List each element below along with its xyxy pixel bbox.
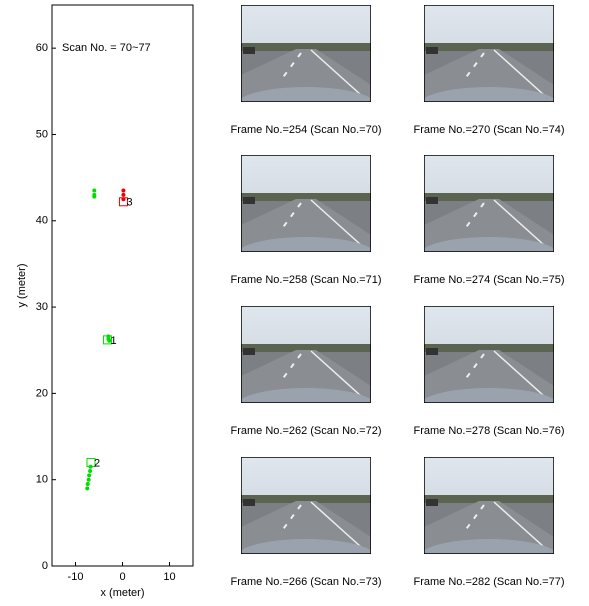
y-tick-label: 30 bbox=[36, 301, 48, 313]
y-tick-label: 0 bbox=[42, 560, 48, 572]
y-tick-label: 20 bbox=[36, 387, 48, 399]
point bbox=[121, 192, 126, 197]
frame-caption: Frame No.=266 (Scan No.=73) bbox=[230, 576, 381, 588]
frame-images: Frame No.=254 (Scan No.=70) Frame No.=258… bbox=[230, 5, 565, 588]
track-label: 2 bbox=[94, 457, 100, 469]
frame-caption: Frame No.=262 (Scan No.=72) bbox=[230, 425, 381, 437]
point bbox=[85, 482, 90, 487]
point bbox=[92, 194, 97, 199]
y-tick-label: 10 bbox=[36, 474, 48, 486]
x-tick-label: -10 bbox=[68, 571, 84, 583]
x-tick-label: 10 bbox=[163, 571, 175, 583]
point bbox=[92, 188, 97, 193]
frame-image bbox=[241, 155, 371, 252]
track-marker bbox=[118, 197, 128, 207]
frame-image bbox=[424, 457, 554, 554]
y-tick-label: 50 bbox=[36, 128, 48, 140]
frame-caption: Frame No.=278 (Scan No.=76) bbox=[413, 425, 564, 437]
frame-caption: Frame No.=282 (Scan No.=77) bbox=[413, 576, 564, 588]
frame-image bbox=[241, 5, 371, 102]
frame-image bbox=[424, 306, 554, 403]
y-tick-label: 60 bbox=[36, 42, 48, 54]
frame-image bbox=[424, 155, 554, 252]
track-label: 1 bbox=[110, 335, 116, 347]
y-axis-label: y (meter) bbox=[16, 264, 28, 308]
frame-caption: Frame No.=274 (Scan No.=75) bbox=[413, 274, 564, 286]
point bbox=[87, 473, 92, 478]
track-marker bbox=[102, 335, 112, 345]
point bbox=[85, 486, 90, 491]
frame-image bbox=[241, 306, 371, 403]
track-marker bbox=[86, 457, 96, 467]
x-tick-label: 0 bbox=[119, 571, 125, 583]
plot-frame bbox=[51, 4, 194, 567]
frame-caption: Frame No.=270 (Scan No.=74) bbox=[413, 124, 564, 136]
x-axis-label: x (meter) bbox=[101, 587, 145, 599]
frame-image bbox=[424, 5, 554, 102]
track-label: 3 bbox=[126, 197, 132, 209]
frame-caption: Frame No.=258 (Scan No.=71) bbox=[230, 274, 381, 286]
point bbox=[121, 188, 126, 193]
point bbox=[107, 338, 112, 343]
point bbox=[88, 469, 93, 474]
frame-caption: Frame No.=254 (Scan No.=70) bbox=[230, 124, 381, 136]
frame-image bbox=[241, 457, 371, 554]
y-tick-label: 40 bbox=[36, 215, 48, 227]
annotation: Scan No. = 70~77 bbox=[62, 42, 151, 54]
point bbox=[86, 477, 91, 482]
